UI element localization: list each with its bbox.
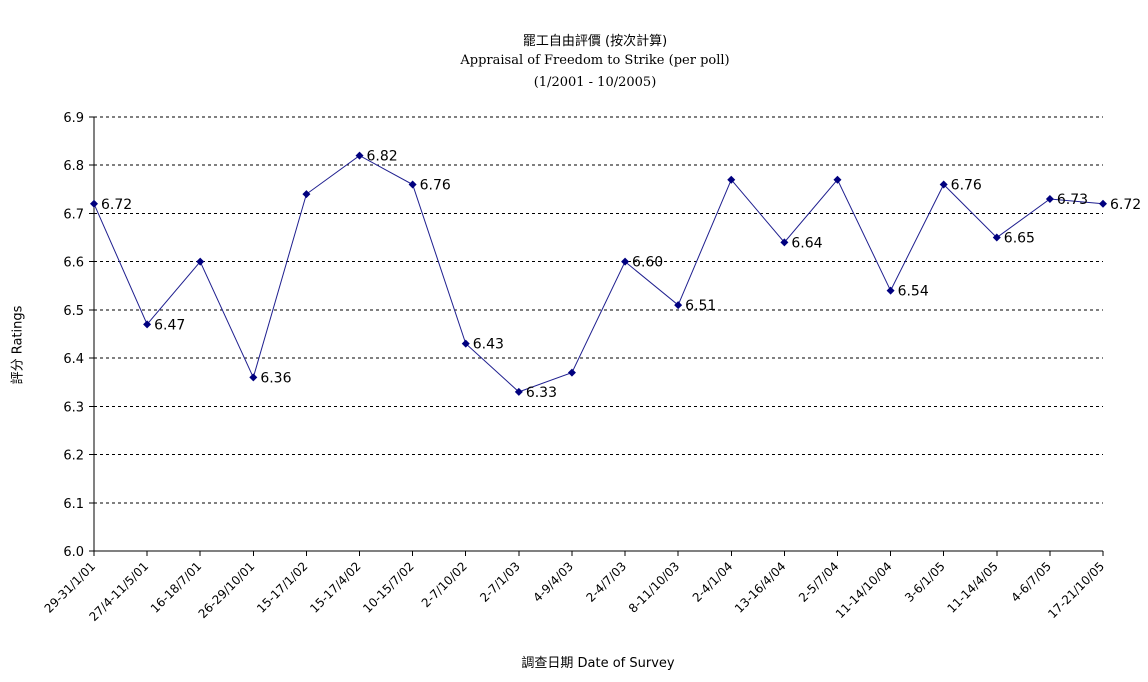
data-point: [355, 151, 364, 160]
x-tick-label: 3-6/1/05: [902, 559, 948, 605]
y-axis-label-box: 評分 Ratings: [4, 260, 28, 430]
x-tick-label: 10-15/7/02: [360, 559, 416, 615]
chart-period: (1/2001 - 10/2005): [533, 75, 657, 90]
x-axis-label: 調查日期 Date of Survey: [521, 656, 675, 671]
x-tick-label: 11-14/4/05: [944, 559, 1000, 615]
x-tick-label: 2-7/1/03: [477, 559, 523, 605]
data-point: [90, 199, 98, 208]
chart-subtitle: Appraisal of Freedom to Strike (per poll…: [460, 53, 730, 68]
x-tick-label: 29-31/1/01: [42, 559, 98, 615]
data-point: [833, 175, 842, 184]
data-label: 6.72: [101, 197, 132, 213]
x-tick-label: 15-17/4/02: [307, 559, 363, 615]
y-tick-label: 6.7: [63, 207, 84, 222]
data-point: [196, 257, 205, 266]
data-point: [992, 233, 1001, 242]
data-point: [780, 238, 789, 247]
data-point: [302, 190, 311, 199]
data-point: [886, 286, 895, 295]
x-tick-label: 2-7/10/02: [419, 559, 470, 610]
x-tick-label: 15-17/1/02: [254, 559, 310, 615]
y-tick-label: 6.2: [63, 449, 84, 464]
x-tick-label: 17-21/10/05: [1045, 559, 1107, 621]
data-point: [408, 180, 417, 189]
y-tick-label: 6.1: [63, 497, 84, 512]
y-tick-label: 6.8: [63, 159, 84, 174]
chart-title: 罷工自由評價 (按次計算): [522, 34, 668, 49]
data-label: 6.51: [685, 298, 716, 314]
x-tick-label: 26-29/10/01: [196, 559, 258, 621]
y-tick-label: 6.6: [63, 256, 84, 271]
x-tick-label: 4-6/7/05: [1008, 559, 1054, 605]
data-point: [1045, 194, 1054, 203]
data-label: 6.72: [1110, 197, 1141, 213]
y-tick-label: 6.0: [63, 545, 84, 560]
data-point: [514, 387, 523, 396]
data-point: [1099, 199, 1107, 208]
data-point: [567, 368, 576, 377]
y-tick-label: 6.5: [63, 304, 84, 319]
y-tick-label: 6.4: [63, 352, 84, 367]
series-line: [93, 154, 1104, 393]
x-tick-label: 11-14/10/04: [833, 559, 895, 621]
data-label: 6.76: [951, 178, 982, 194]
x-tick-label: 2-4/1/04: [690, 559, 736, 605]
y-tick-label: 6.9: [63, 111, 84, 126]
data-label: 6.82: [367, 149, 398, 165]
data-point: [727, 175, 736, 184]
data-point: [461, 339, 470, 348]
x-tick-label: 2-4/7/03: [583, 559, 629, 605]
x-tick-label: 8-11/10/03: [626, 559, 682, 615]
x-tick-label: 4-9/4/03: [530, 559, 576, 605]
data-label: 6.60: [632, 255, 663, 271]
data-label: 6.54: [898, 284, 929, 300]
data-point: [674, 301, 683, 310]
x-tick-label: 2-5/7/04: [796, 559, 842, 605]
data-label: 6.43: [473, 337, 504, 353]
data-point: [143, 320, 152, 329]
x-tick-label: 13-16/4/04: [732, 559, 788, 615]
data-point: [249, 373, 258, 382]
data-label: 6.76: [420, 178, 451, 194]
data-label: 6.65: [1004, 231, 1035, 247]
data-point: [621, 257, 630, 266]
data-label: 6.64: [791, 235, 822, 251]
x-tick-label: 16-18/7/01: [148, 559, 204, 615]
data-point: [939, 180, 948, 189]
data-label: 6.47: [154, 317, 185, 333]
data-label: 6.73: [1057, 192, 1088, 208]
y-tick-label: 6.3: [63, 400, 84, 415]
y-axis-label: 評分 Ratings: [10, 305, 26, 385]
data-label: 6.36: [260, 370, 291, 386]
data-label: 6.33: [526, 385, 557, 401]
